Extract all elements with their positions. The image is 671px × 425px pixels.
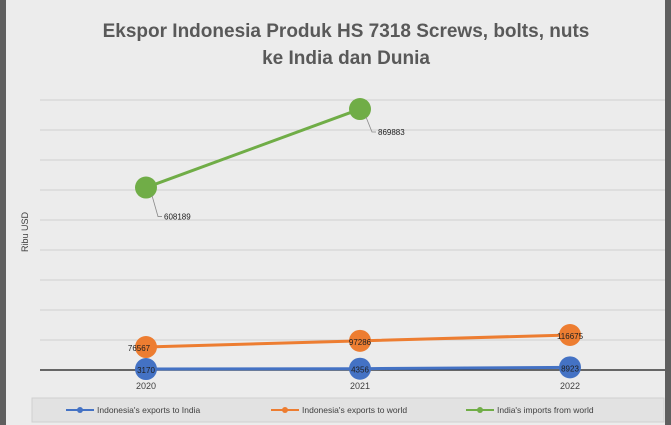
series-layer: 3170 4356 8923 76567 97286 116675 608189 869883 bbox=[128, 98, 584, 381]
legend-label: Indonesia's exports to world bbox=[302, 405, 407, 415]
data-point bbox=[559, 356, 581, 379]
data-label-leader bbox=[365, 116, 376, 133]
data-point bbox=[135, 358, 157, 381]
legend-box bbox=[31, 397, 665, 423]
data-point bbox=[559, 323, 581, 346]
data-label-leader bbox=[151, 195, 162, 217]
series-indonesia-s-exports-to-world: 76567 97286 116675 bbox=[128, 323, 584, 359]
x-tick-label: 2022 bbox=[560, 381, 580, 391]
data-point bbox=[349, 329, 371, 352]
legend-item: Indonesia's exports to India bbox=[66, 405, 200, 415]
x-tick-label: 2020 bbox=[136, 381, 156, 391]
series-indonesia-s-exports-to-india: 3170 4356 8923 bbox=[135, 356, 581, 381]
x-tick-label: 2021 bbox=[350, 381, 370, 391]
data-point bbox=[349, 357, 371, 380]
legend-marker bbox=[477, 407, 483, 413]
data-label: 3170 bbox=[137, 366, 155, 375]
data-label: 869883 bbox=[378, 128, 405, 137]
series-india-s-imports-from-world: 608189 869883 bbox=[135, 98, 405, 222]
data-label: 116675 bbox=[557, 332, 584, 341]
legend-item: Indonesia's exports to world bbox=[271, 405, 407, 415]
data-label: 97286 bbox=[349, 338, 372, 347]
chart-title-line-1: Ekspor Indonesia Produk HS 7318 Screws, … bbox=[103, 21, 590, 42]
x-axis-ticks: 2020 2021 2022 bbox=[136, 381, 580, 391]
series-line bbox=[145, 107, 361, 189]
legend-label: Indonesia's exports to India bbox=[97, 405, 200, 415]
data-point bbox=[349, 98, 371, 121]
data-point bbox=[135, 336, 157, 359]
chart-area: Ekspor Indonesia Produk HS 7318 Screws, … bbox=[6, 0, 665, 425]
line-chart: Ekspor Indonesia Produk HS 7318 Screws, … bbox=[20, 21, 665, 423]
data-point bbox=[135, 176, 157, 199]
y-axis-label: Ribu USD bbox=[20, 211, 30, 252]
legend: Indonesia's exports to India Indonesia's … bbox=[31, 397, 665, 423]
data-label: 8923 bbox=[561, 364, 579, 373]
legend-label: India's imports from world bbox=[497, 405, 594, 415]
legend-item: India's imports from world bbox=[466, 405, 594, 415]
legend-marker bbox=[282, 407, 288, 413]
legend-marker bbox=[77, 407, 83, 413]
data-label: 608189 bbox=[164, 213, 191, 222]
chart-title-line-2: ke India dan Dunia bbox=[262, 48, 430, 69]
data-label: 76567 bbox=[128, 344, 151, 353]
data-label: 4356 bbox=[351, 366, 369, 375]
